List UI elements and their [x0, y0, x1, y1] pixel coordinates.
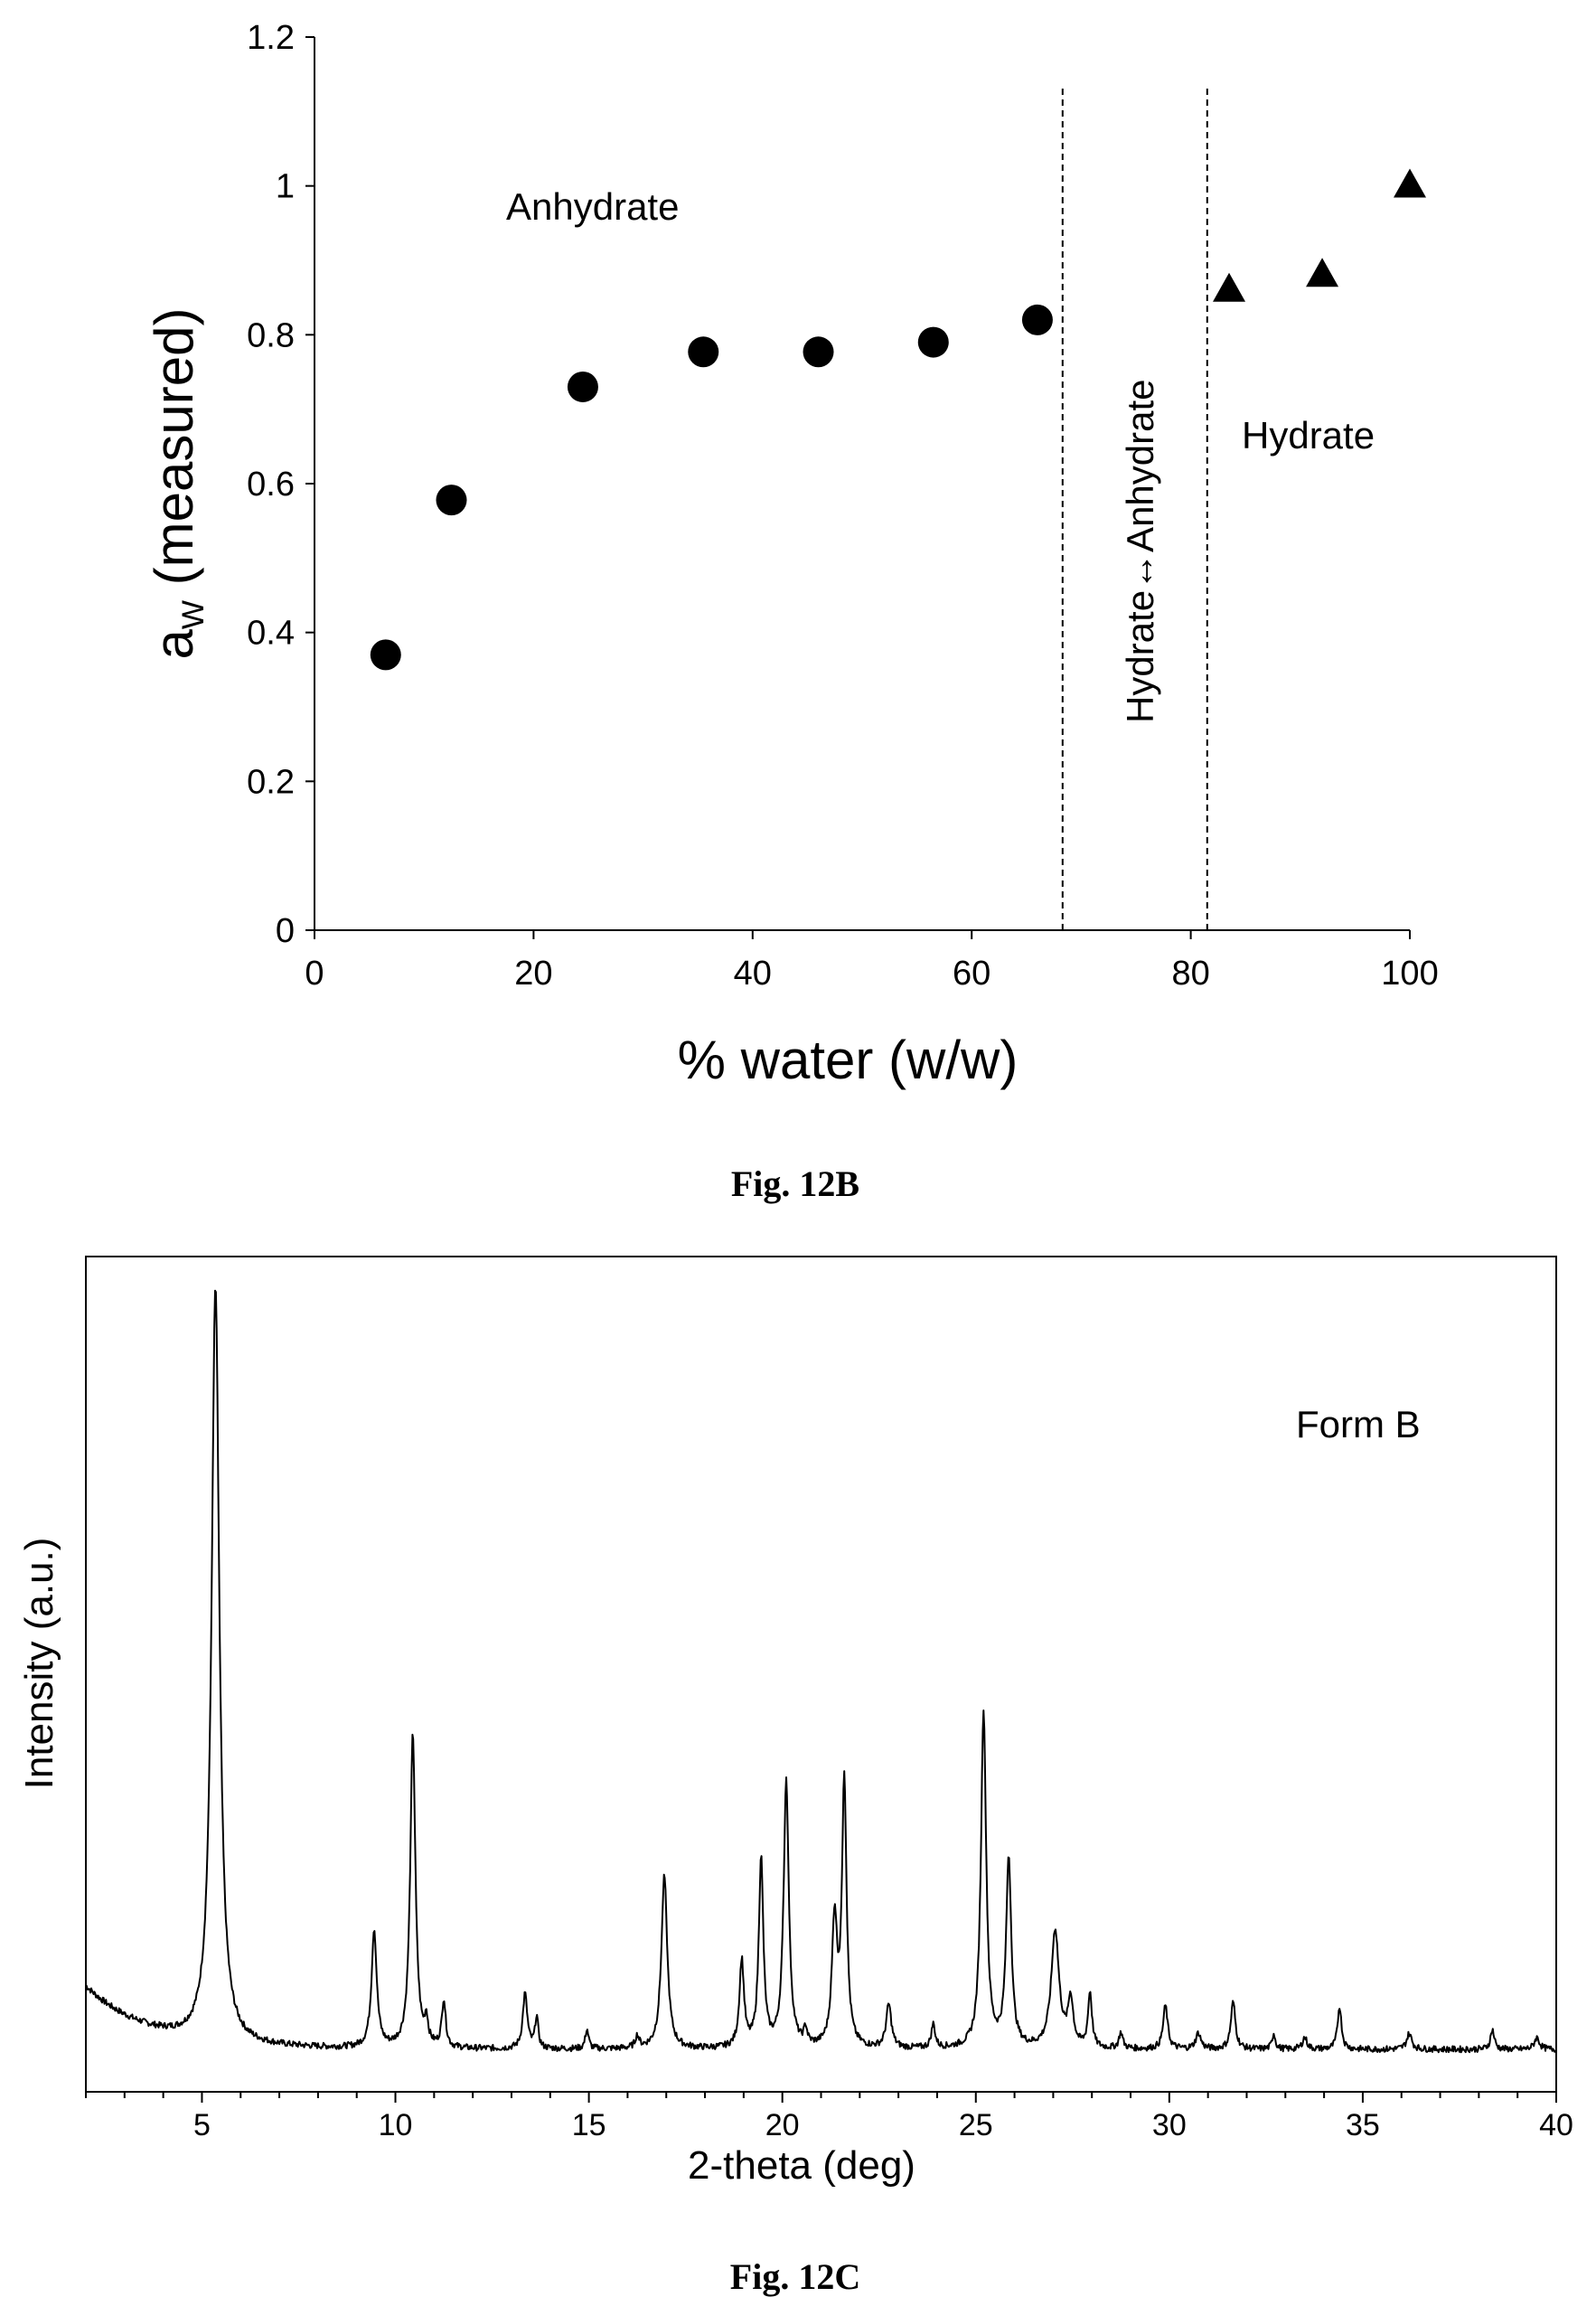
y-tick-label: 0 — [276, 912, 295, 950]
data-point-anhydrate — [803, 336, 834, 368]
x-tick-label: 0 — [305, 955, 324, 993]
plot-frame — [85, 1256, 1557, 2093]
y-axis-title-rest: (measured) — [144, 308, 204, 600]
data-point-anhydrate — [1021, 304, 1053, 335]
form-b-label: Form B — [1296, 1403, 1421, 1445]
x-tick-label: 40 — [734, 955, 772, 993]
x-tick-label: 25 — [959, 2108, 993, 2142]
x-axis-title-2theta: 2-theta (deg) — [688, 2143, 915, 2188]
diffraction-pattern-line — [85, 1289, 1557, 2054]
y-axis-title-intensity: Intensity (a.u.) — [17, 1538, 61, 1790]
y-tick-label: 0.4 — [247, 615, 295, 653]
water-activity-chart: 0 0.2 0.4 0.6 0.8 1 1.2 0 20 40 60 80 100 Anhydrate… — [144, 19, 1439, 1204]
y-tick-label: 0.6 — [247, 466, 295, 504]
data-point-anhydrate — [688, 336, 719, 368]
y-tick-label: 0.2 — [247, 763, 295, 801]
data-point-anhydrate — [370, 639, 401, 671]
y-tick-label: 0.8 — [247, 316, 295, 354]
x-axis-title: % water (w/w) — [678, 1030, 1019, 1090]
data-point-anhydrate — [567, 371, 598, 402]
y-axis-title-subscript: W — [176, 600, 211, 629]
y-tick-label: 1 — [276, 168, 295, 206]
x-tick-label: 100 — [1381, 955, 1438, 993]
transition-region-label: Hydrate↔Anhydrate — [1119, 379, 1161, 723]
x-tick-label: 20 — [514, 955, 552, 993]
x-tick-label: 20 — [765, 2108, 800, 2142]
hydrate-region-label: Hydrate — [1242, 414, 1375, 457]
data-point-hydrate — [1213, 272, 1246, 302]
x-tick-label: 30 — [1152, 2108, 1187, 2142]
y-axis-title-main: a — [144, 628, 204, 659]
data-point-hydrate — [1306, 258, 1339, 287]
figure-caption-12b: Fig. 12B — [731, 1163, 859, 1204]
data-point-anhydrate — [436, 485, 467, 516]
x-tick-label: 80 — [1171, 955, 1209, 993]
figure-caption-12c: Fig. 12C — [730, 2256, 860, 2297]
data-point-hydrate — [1394, 168, 1426, 198]
x-tick-label: 15 — [572, 2108, 606, 2142]
x-tick-label: 40 — [1539, 2108, 1573, 2142]
xrpd-pattern-chart: 5 10 15 20 25 30 35 40 Form B 2-theta (deg) Int… — [17, 1256, 1573, 2297]
y-tick-label: 1.2 — [247, 19, 295, 57]
x-tick-label: 10 — [379, 2108, 413, 2142]
y-axis-title: aW (measured) — [144, 308, 211, 660]
data-point-anhydrate — [917, 326, 949, 358]
x-tick-label: 5 — [193, 2108, 211, 2142]
anhydrate-region-label: Anhydrate — [506, 185, 679, 228]
x-tick-label: 60 — [953, 955, 990, 993]
x-tick-label: 35 — [1346, 2108, 1380, 2142]
